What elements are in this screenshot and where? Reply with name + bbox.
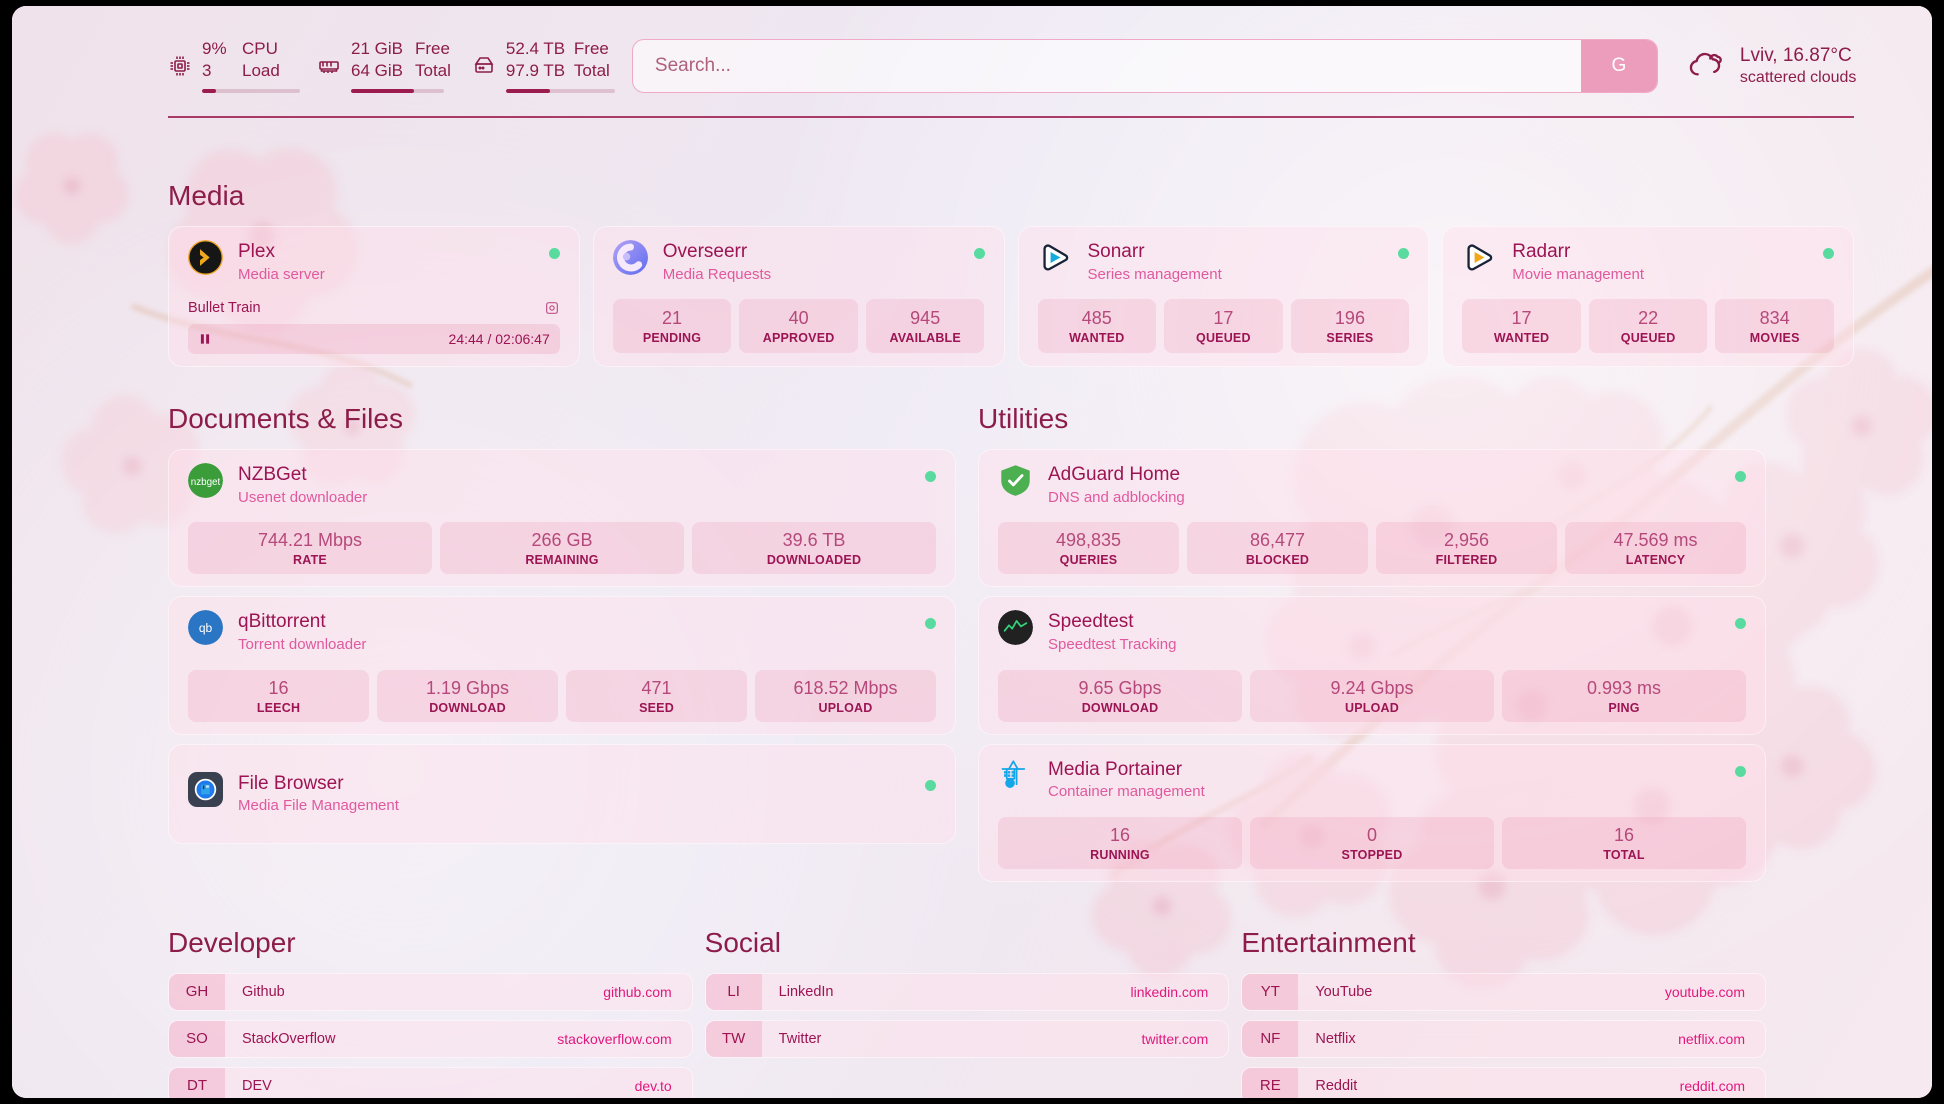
svg-text:nzbget: nzbget <box>191 477 221 488</box>
svg-text:qb: qb <box>199 621 213 635</box>
